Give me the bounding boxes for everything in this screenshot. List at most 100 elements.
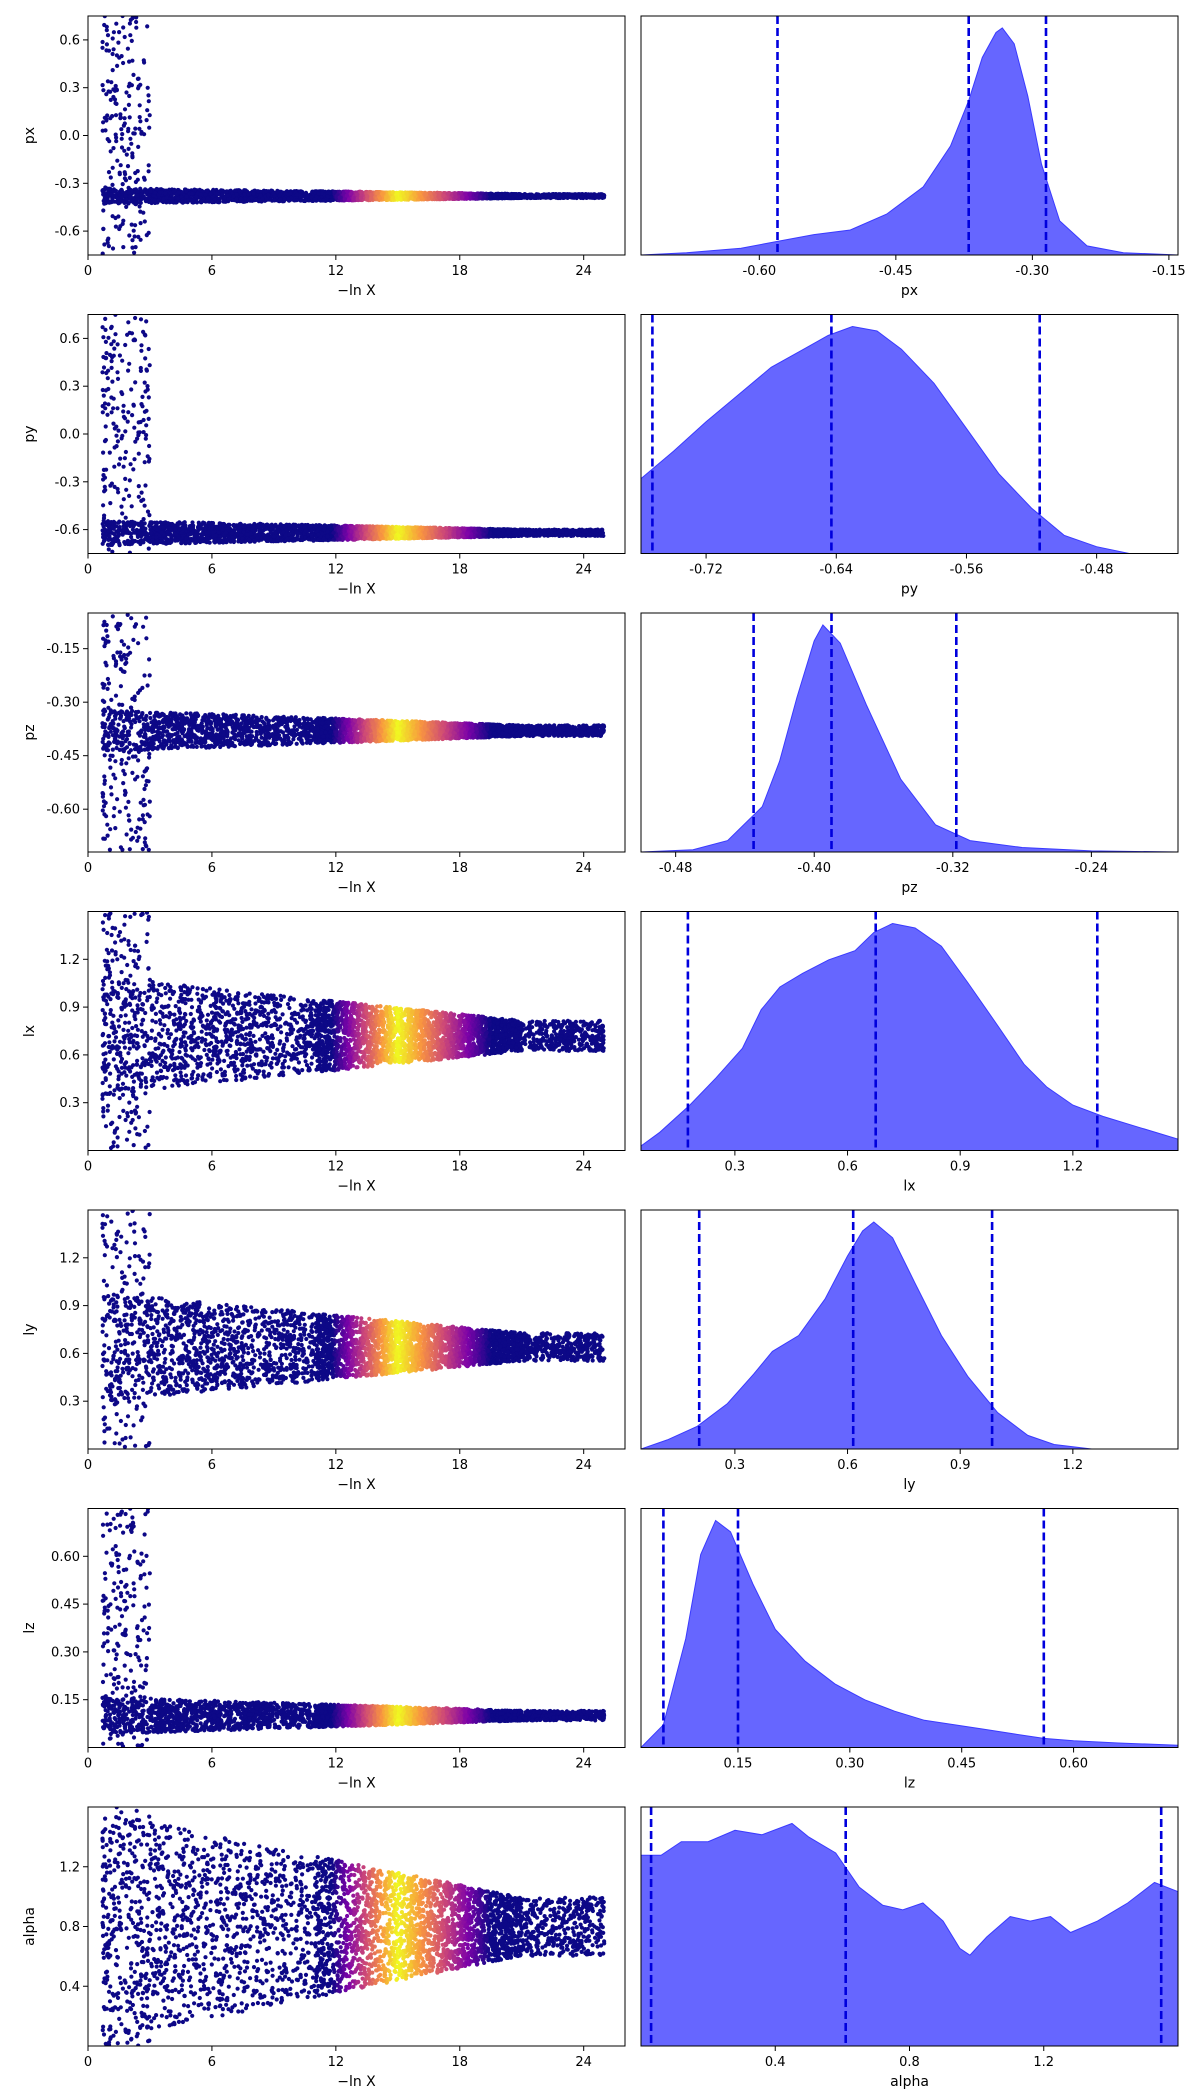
scatter-point (277, 198, 282, 203)
scatter-point (133, 223, 138, 228)
scatter-point (316, 191, 321, 196)
scatter-point (131, 131, 136, 136)
scatter-point (112, 88, 118, 93)
scatter-point (204, 189, 210, 194)
scatter-point (215, 199, 220, 205)
scatter-point (110, 246, 116, 251)
trace-axes-frame (87, 15, 626, 256)
scatter-point (107, 200, 112, 205)
scatter-point (175, 196, 180, 201)
scatter-point (189, 198, 194, 203)
scatter-point (128, 194, 133, 199)
scatter-point (222, 195, 227, 200)
scatter-point (586, 193, 591, 198)
scatter-point (121, 245, 126, 250)
scatter-point (183, 199, 188, 204)
scatter-point (105, 33, 111, 38)
scatter-point (518, 194, 524, 199)
scatter-point (108, 175, 113, 180)
scatter-point (453, 195, 458, 200)
scatter-point (146, 93, 151, 98)
scatter-point (146, 169, 151, 174)
scatter-point (441, 193, 446, 198)
scatter-point (120, 221, 125, 226)
scatter-point (119, 195, 125, 200)
x-tick-label: 0 (84, 264, 92, 279)
scatter-point (513, 193, 518, 198)
scatter-point (163, 191, 168, 196)
scatter-point (103, 185, 108, 190)
x-tick-label: 12 (328, 264, 345, 279)
scatter-point (596, 195, 601, 200)
scatter-point (106, 244, 111, 249)
scatter-point (198, 192, 203, 197)
scatter-point (138, 209, 143, 214)
scatter-point (138, 221, 143, 226)
scatter-point (400, 190, 405, 195)
scatter-point (126, 102, 131, 107)
scatter-point (380, 191, 385, 197)
scatter-point (130, 238, 135, 243)
scatter-point (135, 169, 140, 174)
scatter-point (134, 25, 139, 30)
scatter-point (286, 197, 291, 202)
scatter-point (115, 486, 120, 492)
scatter-point (157, 190, 163, 195)
scatter-point (103, 424, 108, 429)
x-tick-label: 24 (575, 264, 592, 279)
scatter-point (390, 190, 395, 195)
y-tick-label: 0.0 (59, 129, 80, 144)
scatter-point (194, 194, 199, 199)
scatter-point (208, 191, 213, 197)
scatter-point (145, 24, 150, 29)
scatter-point (138, 119, 143, 124)
scatter-point (110, 51, 115, 57)
scatter-point (113, 224, 118, 229)
scatter-point (498, 193, 503, 198)
scatter-point (122, 34, 127, 40)
scatter-point (147, 513, 152, 518)
scatter-point (101, 88, 106, 93)
scatter-point (127, 175, 132, 180)
scatter-point (220, 192, 225, 197)
posterior-density-fill (641, 28, 1178, 255)
scatter-point (111, 146, 116, 151)
scatter-point (113, 188, 118, 194)
posterior-axes-frame (640, 15, 1179, 256)
scatter-point (100, 39, 105, 45)
x-tick-label: 6 (208, 264, 216, 279)
scatter-point (375, 191, 380, 196)
scatter-point (133, 439, 138, 444)
scatter-point (122, 107, 128, 112)
scatter-point (122, 116, 127, 121)
scatter-point (243, 188, 248, 193)
x-tick-label: 18 (451, 264, 468, 279)
scatter-point (131, 228, 136, 233)
scatter-point (138, 200, 143, 205)
scatter-point (114, 21, 119, 26)
scatter-point (153, 190, 158, 195)
scatter-point (145, 85, 150, 90)
scatter-point (176, 190, 181, 195)
scatter-point (358, 196, 363, 201)
scatter-point (365, 194, 370, 199)
scatter-point (495, 196, 500, 201)
scatter-point (186, 198, 191, 203)
scatter-point (110, 114, 115, 119)
scatter-point (164, 195, 169, 200)
scatter-point (409, 196, 414, 201)
scatter-point (141, 175, 147, 180)
scatter-point (255, 189, 260, 194)
trace-panel-py: 0 6 12 18 24-0.6-0.30.00.30.6−ln Xpy (22, 314, 626, 598)
scatter-point (199, 199, 204, 204)
y-tick-label: 0.3 (59, 81, 80, 96)
scatter-point (122, 148, 127, 153)
scatter-point (104, 28, 109, 33)
scatter-point (536, 195, 541, 200)
scatter-point (121, 60, 126, 66)
scatter-point (313, 197, 318, 202)
scatter-point (137, 204, 142, 209)
trace-x-label: −ln X (337, 283, 376, 299)
scatter-point (100, 83, 105, 88)
scatter-point (120, 358, 125, 363)
